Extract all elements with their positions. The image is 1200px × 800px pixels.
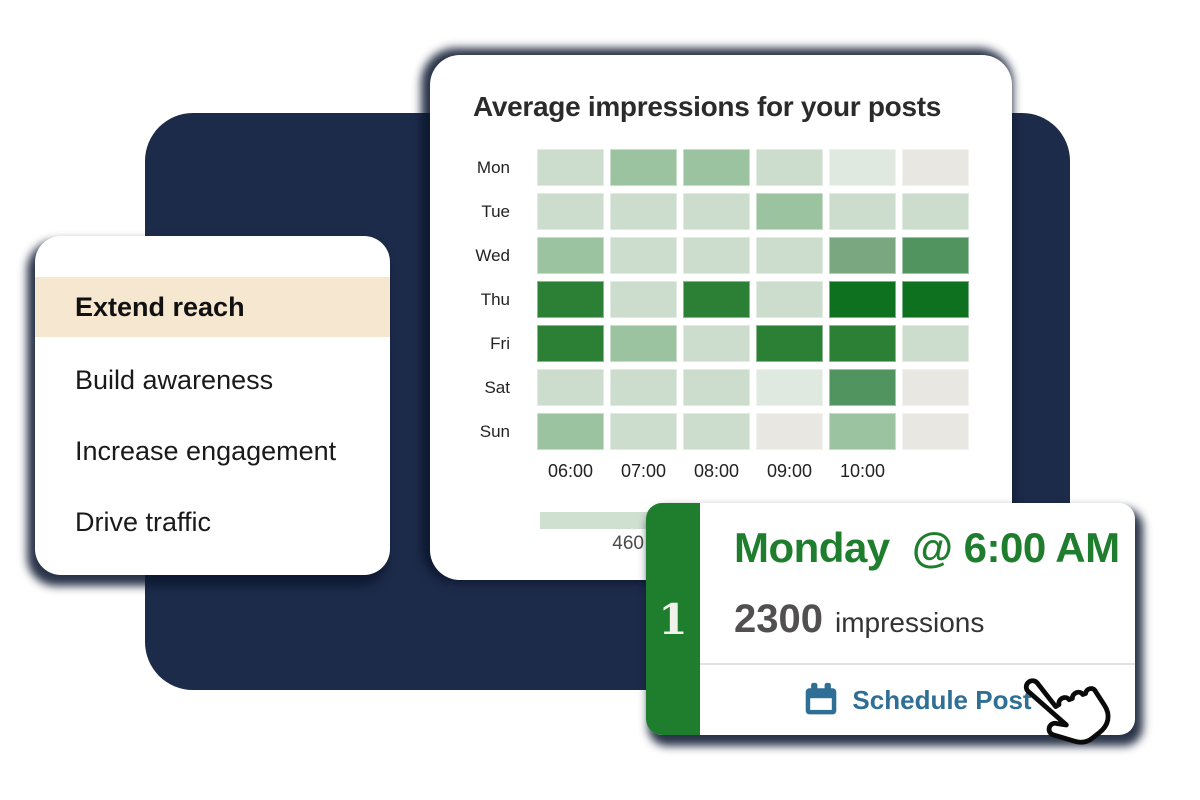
heatmap-cell[interactable] [829, 193, 896, 230]
heatmap-cell[interactable] [902, 325, 969, 362]
heatmap-cell[interactable] [683, 193, 750, 230]
day-label: Sun [479, 421, 510, 441]
schedule-post-label: Schedule Post [852, 684, 1032, 715]
heatmap-cell[interactable] [537, 281, 604, 318]
heatmap-title: Average impressions for your posts [473, 91, 942, 122]
heatmap-cell[interactable] [610, 413, 677, 450]
heatmap-row: Mon [470, 149, 975, 186]
goal-menu: Extend reach Build awareness Increase enga… [35, 277, 390, 558]
day-label: Tue [481, 201, 510, 221]
time-label: 10:00 [839, 461, 886, 481]
goal-option-build-awareness[interactable]: Build awareness [75, 365, 274, 395]
metric: 2300 impressions [734, 599, 984, 639]
heatmap-cell[interactable] [683, 413, 750, 450]
heatmap-cell[interactable] [829, 413, 896, 450]
heatmap-cell[interactable] [683, 369, 750, 406]
heatmap-cell[interactable] [610, 325, 677, 362]
heatmap-cell[interactable] [902, 369, 969, 406]
heatmap-cell[interactable] [902, 149, 969, 186]
rank-bar: 1 [646, 503, 700, 735]
heatmap-cell[interactable] [610, 149, 677, 186]
time-label: 08:00 [693, 461, 740, 481]
heatmap-cell[interactable] [610, 281, 677, 318]
time-label: 09:00 [766, 461, 813, 481]
rank-number: 1 [658, 594, 688, 644]
heatmap-cell[interactable] [537, 369, 604, 406]
heatmap-row: Tue [470, 193, 975, 230]
calendar-icon [806, 682, 837, 715]
divider [700, 663, 1135, 665]
heatmap-cell[interactable] [756, 237, 823, 274]
heatmap-row: Wed [470, 237, 975, 274]
heatmap-cell[interactable] [756, 281, 823, 318]
goal-option-increase-engagement[interactable]: Increase engagement [75, 436, 337, 466]
heatmap-cell[interactable] [902, 281, 969, 318]
day-label: Wed [475, 245, 510, 265]
heatmap-cell[interactable] [829, 325, 896, 362]
heatmap-time-axis: 06:00 07:00 08:00 09:00 10:00 [537, 461, 969, 482]
heatmap-cell[interactable] [756, 369, 823, 406]
day-label: Mon [476, 157, 510, 177]
heatmap-cell[interactable] [537, 237, 604, 274]
goal-menu-card: Extend reach Build awareness Increase enga… [35, 236, 390, 575]
slot-title: Monday @ 6:00 AM [734, 524, 1120, 571]
heatmap-cell[interactable] [829, 237, 896, 274]
heatmap-cell[interactable] [756, 193, 823, 230]
heatmap-card: Average impressions for your posts Mon Tu… [430, 55, 1012, 580]
heatmap-row: Thu [470, 281, 975, 318]
legend-value: 460 [612, 533, 644, 554]
heatmap-cell[interactable] [902, 237, 969, 274]
heatmap-row: Sun [470, 413, 975, 450]
heatmap-grid: Mon Tue Wed Thu Fri Sat Sun [470, 149, 975, 457]
heatmap-cell[interactable] [756, 149, 823, 186]
heatmap-cell[interactable] [537, 193, 604, 230]
time-label: 07:00 [620, 461, 667, 481]
heatmap-cell[interactable] [902, 193, 969, 230]
heatmap-cell[interactable] [537, 149, 604, 186]
heatmap-cell[interactable] [537, 413, 604, 450]
heatmap-cell[interactable] [829, 149, 896, 186]
time-label: 06:00 [547, 461, 594, 481]
metric-label: impressions [834, 607, 985, 638]
heatmap-cell[interactable] [829, 281, 896, 318]
heatmap-cell[interactable] [610, 237, 677, 274]
heatmap-cell[interactable] [683, 325, 750, 362]
hand-pointer-icon [1023, 678, 1111, 745]
goal-option-drive-traffic[interactable]: Drive traffic [75, 507, 212, 537]
heatmap-row: Fri [470, 325, 975, 362]
heatmap-cell[interactable] [683, 237, 750, 274]
heatmap-cell[interactable] [756, 413, 823, 450]
heatmap-cell[interactable] [902, 413, 969, 450]
day-label: Sat [484, 377, 510, 397]
heatmap-cell[interactable] [537, 325, 604, 362]
heatmap-cell[interactable] [756, 325, 823, 362]
time-label [902, 461, 969, 482]
day-label: Fri [490, 333, 510, 353]
metric-value: 2300 [734, 597, 823, 641]
day-label: Thu [480, 289, 510, 309]
schedule-card: 1 Monday @ 6:00 AM 2300 impressions Sche… [646, 503, 1135, 745]
heatmap-cell[interactable] [683, 281, 750, 318]
heatmap-cell[interactable] [683, 149, 750, 186]
goal-option-extend-reach[interactable]: Extend reach [35, 277, 390, 337]
heatmap-cell[interactable] [610, 193, 677, 230]
heatmap-cell[interactable] [829, 369, 896, 406]
heatmap-cell[interactable] [610, 369, 677, 406]
heatmap-row: Sat [470, 369, 975, 406]
schedule-post-button[interactable]: Schedule Post [700, 665, 1135, 735]
